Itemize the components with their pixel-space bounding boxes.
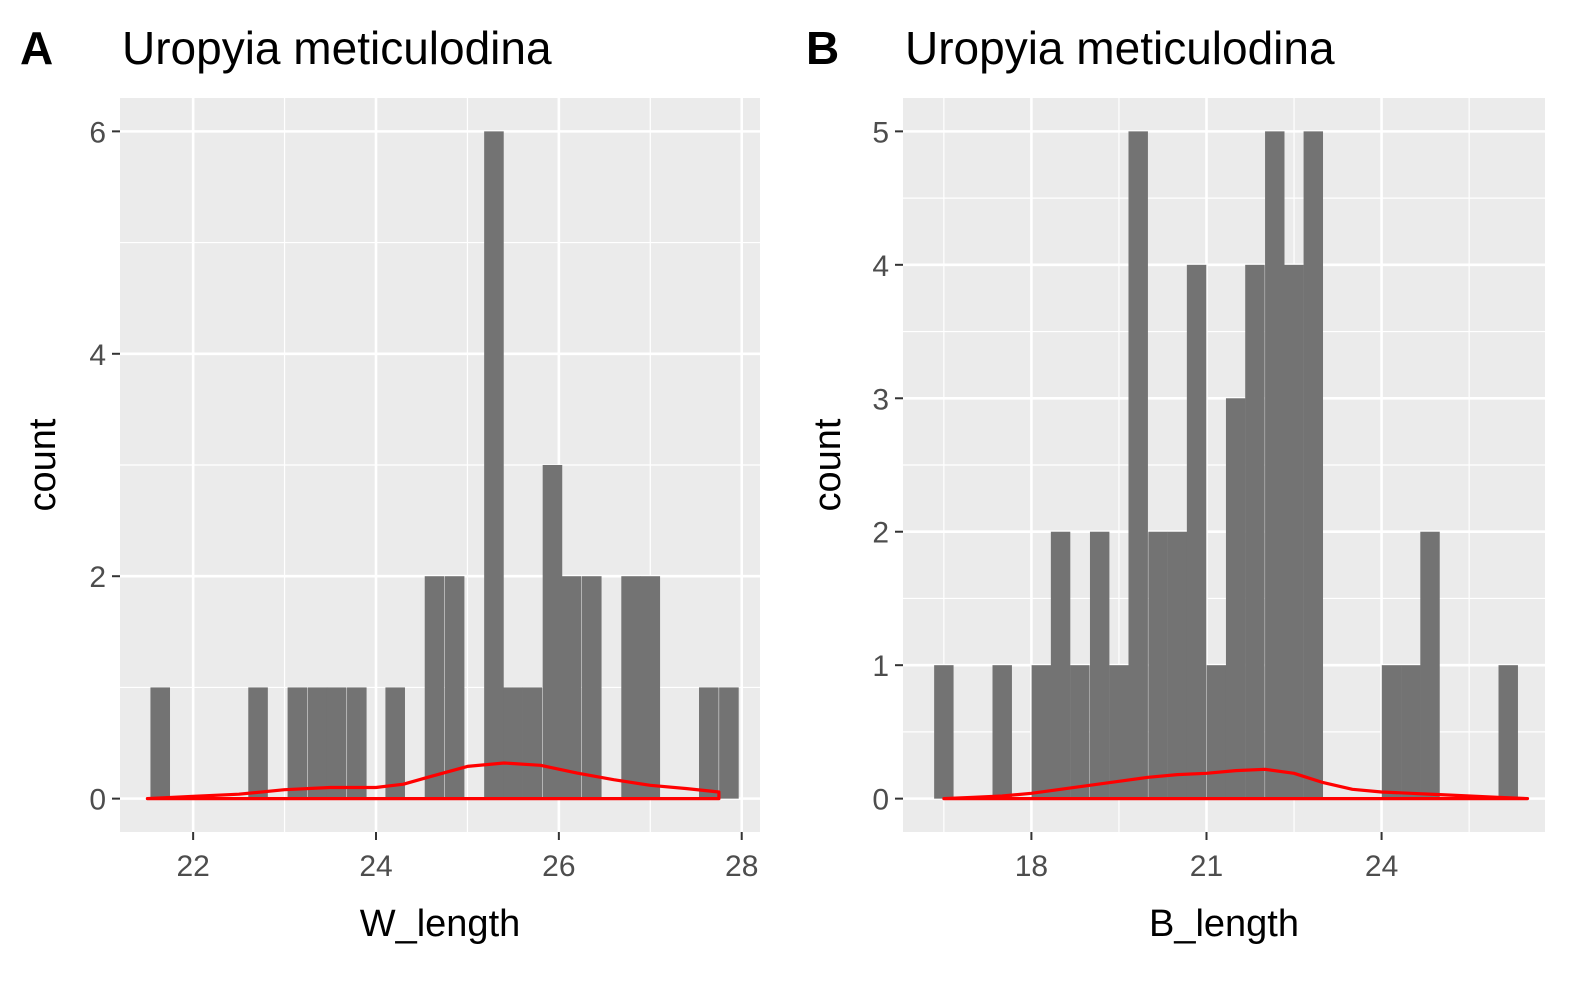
histogram-bar bbox=[1031, 665, 1052, 799]
histogram-bar bbox=[1128, 131, 1148, 799]
panel-a-bars bbox=[150, 131, 739, 799]
histogram-bar bbox=[1245, 264, 1265, 799]
x-tick-label: 26 bbox=[542, 850, 575, 883]
panel-b: B Uropyia meticulodina 18 21 24 0 1 2 3 4 5 coun… bbox=[806, 22, 1545, 945]
histogram-bar bbox=[1498, 665, 1518, 799]
histogram-bar bbox=[1186, 264, 1207, 799]
y-tick-label: 6 bbox=[89, 116, 106, 149]
histogram-bar bbox=[385, 687, 405, 799]
histogram-bar bbox=[992, 665, 1012, 799]
panel-b-density bbox=[942, 767, 1530, 801]
histogram-bar bbox=[1089, 531, 1110, 799]
x-tick-label: 24 bbox=[1365, 850, 1398, 883]
histogram-bar bbox=[347, 687, 367, 799]
histogram-bar bbox=[522, 687, 543, 799]
histogram-bar bbox=[307, 687, 328, 799]
panel-a-y-axis-title: count bbox=[22, 418, 64, 511]
y-tick-label: 2 bbox=[872, 517, 889, 550]
x-tick-label: 18 bbox=[1015, 850, 1048, 883]
x-tick-label: 21 bbox=[1190, 850, 1223, 883]
histogram-bar bbox=[1284, 264, 1304, 799]
histogram-bar bbox=[719, 687, 739, 799]
histogram-bar bbox=[1265, 131, 1285, 799]
histogram-bar bbox=[1401, 665, 1421, 799]
y-tick-label: 0 bbox=[872, 784, 889, 817]
panel-b-y-axis-title: count bbox=[807, 418, 849, 511]
panel-b-ticks: 18 21 24 0 1 2 3 4 5 bbox=[872, 116, 1398, 883]
histogram-bar bbox=[150, 687, 171, 799]
histogram-bar bbox=[1225, 398, 1246, 799]
panel-a-title: Uropyia meticulodina bbox=[122, 22, 552, 74]
histogram-bar bbox=[621, 576, 641, 799]
density-curve bbox=[942, 767, 1530, 801]
histogram-bar bbox=[484, 131, 504, 799]
histogram-bar bbox=[640, 576, 661, 799]
histogram-bar bbox=[1148, 531, 1168, 799]
histogram-bar bbox=[503, 687, 523, 799]
histogram-bar bbox=[424, 576, 445, 799]
panel-a-x-axis-title: W_length bbox=[360, 903, 521, 945]
histogram-bar bbox=[561, 576, 582, 799]
x-tick-label: 24 bbox=[359, 850, 392, 883]
histogram-bar bbox=[1206, 665, 1227, 799]
y-tick-label: 3 bbox=[872, 383, 889, 416]
density-curve bbox=[145, 761, 721, 801]
panel-a-tag: A bbox=[20, 22, 53, 74]
panel-b-bars bbox=[934, 131, 1518, 799]
histogram-bar bbox=[287, 687, 308, 799]
histogram-bar bbox=[1381, 665, 1402, 799]
y-tick-label: 5 bbox=[872, 116, 889, 149]
y-tick-label: 4 bbox=[89, 339, 106, 372]
x-tick-label: 28 bbox=[725, 850, 758, 883]
histogram-bar bbox=[581, 576, 602, 799]
histogram-bar bbox=[326, 687, 347, 799]
histogram-bar bbox=[1050, 531, 1071, 799]
panel-b-x-axis-title: B_length bbox=[1149, 903, 1299, 945]
histogram-bar bbox=[542, 465, 563, 799]
x-tick-label: 22 bbox=[176, 850, 209, 883]
histogram-bar bbox=[1420, 531, 1440, 799]
panel-a-density bbox=[145, 761, 721, 801]
histogram-bar bbox=[934, 665, 954, 799]
histogram-bar bbox=[248, 687, 268, 799]
y-tick-label: 2 bbox=[89, 561, 106, 594]
histogram-bar bbox=[1109, 665, 1129, 799]
panel-b-title: Uropyia meticulodina bbox=[905, 22, 1335, 74]
panel-b-tag: B bbox=[806, 22, 839, 74]
histogram-bar bbox=[699, 687, 719, 799]
y-tick-label: 4 bbox=[872, 250, 889, 283]
histogram-bar bbox=[444, 576, 465, 799]
y-tick-label: 0 bbox=[89, 784, 106, 817]
histogram-bar bbox=[1167, 531, 1188, 799]
y-tick-label: 1 bbox=[872, 650, 889, 683]
histogram-bar bbox=[1070, 665, 1090, 799]
histogram-bar bbox=[1303, 131, 1324, 799]
